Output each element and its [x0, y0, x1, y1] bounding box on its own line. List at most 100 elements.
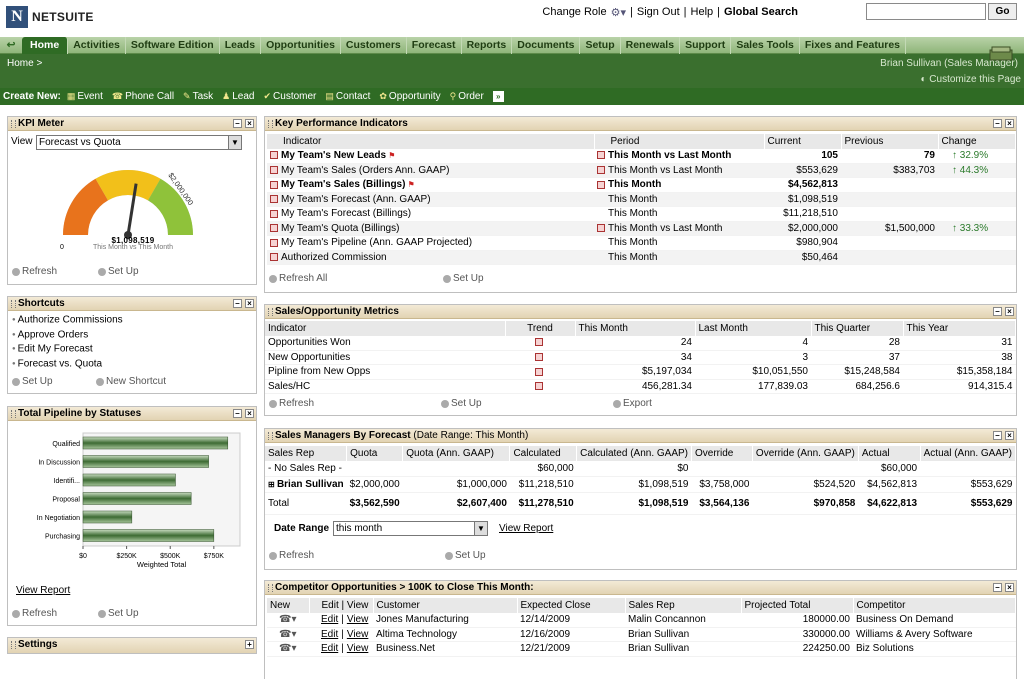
new-cell[interactable]: ☎▾ [267, 627, 309, 642]
tab-support[interactable]: Support [680, 37, 732, 54]
new-cell[interactable]: ☎▾ [267, 612, 309, 628]
kpi-indicator-cell[interactable]: My Team's Sales (Billings) ⚑ [267, 177, 594, 193]
new-item-icon[interactable]: ☎▾ [279, 628, 297, 640]
menu-icon[interactable] [270, 195, 278, 204]
compare-icon[interactable] [597, 166, 605, 175]
create-contact[interactable]: ▤ Contact [325, 91, 370, 102]
customize-page-link[interactable]: ◐ Customize this Page [920, 74, 1021, 85]
setup-link[interactable]: Set Up [445, 550, 486, 561]
back-arrow-icon[interactable]: ↩ [6, 39, 16, 51]
edit-link[interactable]: Edit [321, 643, 339, 655]
new-shortcut-link[interactable]: New Shortcut [96, 376, 166, 387]
kpi-indicator-cell[interactable]: My Team's Forecast (Billings) [267, 206, 594, 222]
setup-link[interactable]: Set Up [98, 266, 139, 277]
global-search-input[interactable] [866, 3, 986, 20]
menu-icon[interactable] [270, 253, 278, 262]
change-role-link[interactable]: Change Role [542, 6, 607, 18]
close-icon[interactable]: × [1005, 431, 1014, 440]
tab-reports[interactable]: Reports [462, 37, 513, 54]
setup-link[interactable]: Set Up [12, 376, 53, 387]
netsuite-logo[interactable]: N NETSUITE [6, 5, 94, 29]
kpi-indicator-cell[interactable]: My Team's Pipeline (Ann. GAAP Projected) [267, 235, 594, 251]
setup-link[interactable]: Set Up [441, 398, 482, 409]
go-button[interactable]: Go [988, 3, 1017, 20]
tab-opportunities[interactable]: Opportunities [261, 37, 341, 54]
view-report-link[interactable]: View Report [499, 523, 554, 534]
minimize-icon[interactable]: – [993, 583, 1002, 592]
tab-leads[interactable]: Leads [220, 37, 262, 54]
menu-icon[interactable] [270, 180, 278, 189]
more-arrow-icon[interactable]: » [492, 91, 504, 102]
edit-link[interactable]: Edit [321, 614, 339, 625]
view-link[interactable]: View [346, 643, 369, 655]
menu-icon[interactable] [270, 209, 278, 218]
create-order[interactable]: ⚲ Order [450, 91, 484, 102]
kpi-indicator-cell[interactable]: My Team's New Leads ⚑ [267, 148, 594, 164]
date-range-select[interactable]: this month ▼ [333, 521, 488, 536]
minimize-icon[interactable]: – [233, 409, 242, 418]
help-link[interactable]: Help [690, 6, 714, 18]
create-opportunity[interactable]: ✿ Opportunity [379, 91, 440, 102]
tab-documents[interactable]: Documents [512, 37, 581, 54]
minimize-icon[interactable]: – [233, 119, 242, 128]
tab-activities[interactable]: Activities [68, 37, 126, 54]
close-icon[interactable]: × [245, 119, 254, 128]
trend-chart-icon[interactable] [534, 367, 543, 376]
edit-link[interactable]: Edit [321, 628, 339, 640]
trend-chart-icon[interactable] [534, 353, 543, 362]
menu-icon[interactable] [270, 166, 278, 175]
create-task[interactable]: ✎ Task [183, 91, 213, 102]
create-customer[interactable]: ✔ Customer [263, 91, 316, 102]
trend-chart-icon[interactable] [534, 338, 543, 347]
compare-icon[interactable] [597, 224, 605, 233]
close-icon[interactable]: × [1005, 583, 1014, 592]
view-link[interactable]: View [346, 614, 369, 625]
tab-fixes-and-features[interactable]: Fixes and Features [800, 37, 907, 54]
role-icon[interactable]: ⚙▾ [610, 6, 626, 19]
compare-icon[interactable] [597, 151, 605, 160]
tab-customers[interactable]: Customers [341, 37, 407, 54]
minimize-icon[interactable]: – [993, 119, 1002, 128]
setup-link[interactable]: Set Up [443, 273, 484, 284]
export-link[interactable]: Export [613, 398, 652, 409]
shortcut-item[interactable]: ● Approve Orders [8, 328, 123, 343]
kpi-indicator-cell[interactable]: My Team's Sales (Orders Ann. GAAP) [267, 163, 594, 178]
tab-setup[interactable]: Setup [580, 37, 621, 54]
trend-chart-icon[interactable] [534, 382, 543, 391]
refresh-link[interactable]: Refresh [269, 398, 314, 409]
kpi-indicator-cell[interactable]: Authorized Commission [267, 250, 594, 265]
tab-home[interactable]: Home [22, 37, 69, 54]
minimize-icon[interactable]: – [233, 299, 242, 308]
new-item-icon[interactable]: ☎▾ [279, 643, 297, 655]
menu-icon[interactable] [270, 238, 278, 247]
expand-icon[interactable]: ⊞ [268, 480, 277, 489]
shortcut-item[interactable]: ● Authorize Commissions [8, 313, 123, 328]
tab-renewals[interactable]: Renewals [621, 37, 681, 54]
kpi-indicator-cell[interactable]: My Team's Forecast (Ann. GAAP) [267, 192, 594, 207]
menu-icon[interactable] [270, 224, 278, 233]
minimize-icon[interactable]: – [993, 307, 1002, 316]
tab-forecast[interactable]: Forecast [407, 37, 462, 54]
view-select[interactable]: Forecast vs Quota ▼ [36, 135, 242, 150]
close-icon[interactable]: × [1005, 119, 1014, 128]
create-event[interactable]: ▦ Event [67, 91, 103, 102]
new-item-icon[interactable]: ☎▾ [279, 614, 297, 625]
tab-software-edition[interactable]: Software Edition [126, 37, 220, 54]
refresh-link[interactable]: Refresh [269, 550, 314, 561]
create-lead[interactable]: ♟ Lead [222, 91, 254, 102]
refresh-all-link[interactable]: Refresh All [269, 273, 327, 284]
refresh-link[interactable]: Refresh [12, 266, 57, 277]
setup-link[interactable]: Set Up [98, 608, 139, 619]
sales-rep-name[interactable]: Brian Sullivan [276, 479, 344, 490]
kpi-indicator-cell[interactable]: My Team's Quota (Billings) [267, 221, 594, 236]
chevron-down-icon[interactable]: ▼ [474, 522, 487, 535]
tab-sales-tools[interactable]: Sales Tools [731, 37, 800, 54]
sign-out-link[interactable]: Sign Out [636, 6, 680, 18]
view-link[interactable]: View [346, 628, 369, 640]
new-cell[interactable]: ☎▾ [267, 641, 309, 657]
close-icon[interactable]: × [245, 409, 254, 418]
refresh-link[interactable]: Refresh [12, 608, 57, 619]
chevron-down-icon[interactable]: ▼ [228, 136, 241, 149]
shortcut-item[interactable]: ● Forecast vs. Quota [8, 357, 123, 372]
menu-icon[interactable] [270, 151, 278, 160]
